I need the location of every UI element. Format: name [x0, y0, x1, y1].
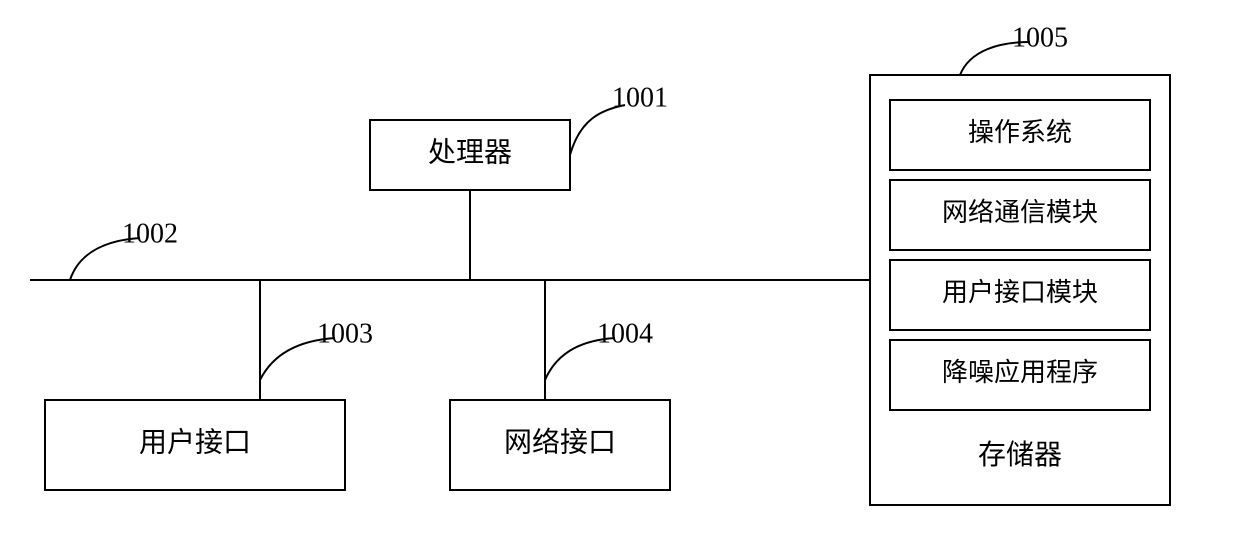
- storage-item-label-1: 网络通信模块: [942, 198, 1098, 227]
- ref-1005: 1005: [1012, 22, 1068, 53]
- storage-label: 存储器: [978, 439, 1062, 471]
- storage-item-label-0: 操作系统: [968, 118, 1072, 147]
- diagram-canvas: 处理器 用户接口 网络接口 存储器 操作系统网络通信模块用户接口模块降噪应用程序…: [0, 0, 1239, 555]
- storage-item-label-2: 用户接口模块: [942, 278, 1098, 307]
- ref-1004: 1004: [597, 318, 653, 349]
- processor-label: 处理器: [428, 136, 512, 168]
- ref-1003: 1003: [317, 318, 373, 349]
- ref-1001: 1001: [612, 82, 668, 113]
- storage-item-label-3: 降噪应用程序: [942, 358, 1098, 387]
- user-interface-label: 用户接口: [139, 426, 251, 458]
- network-interface-label: 网络接口: [504, 426, 616, 458]
- ref-1002: 1002: [122, 218, 178, 249]
